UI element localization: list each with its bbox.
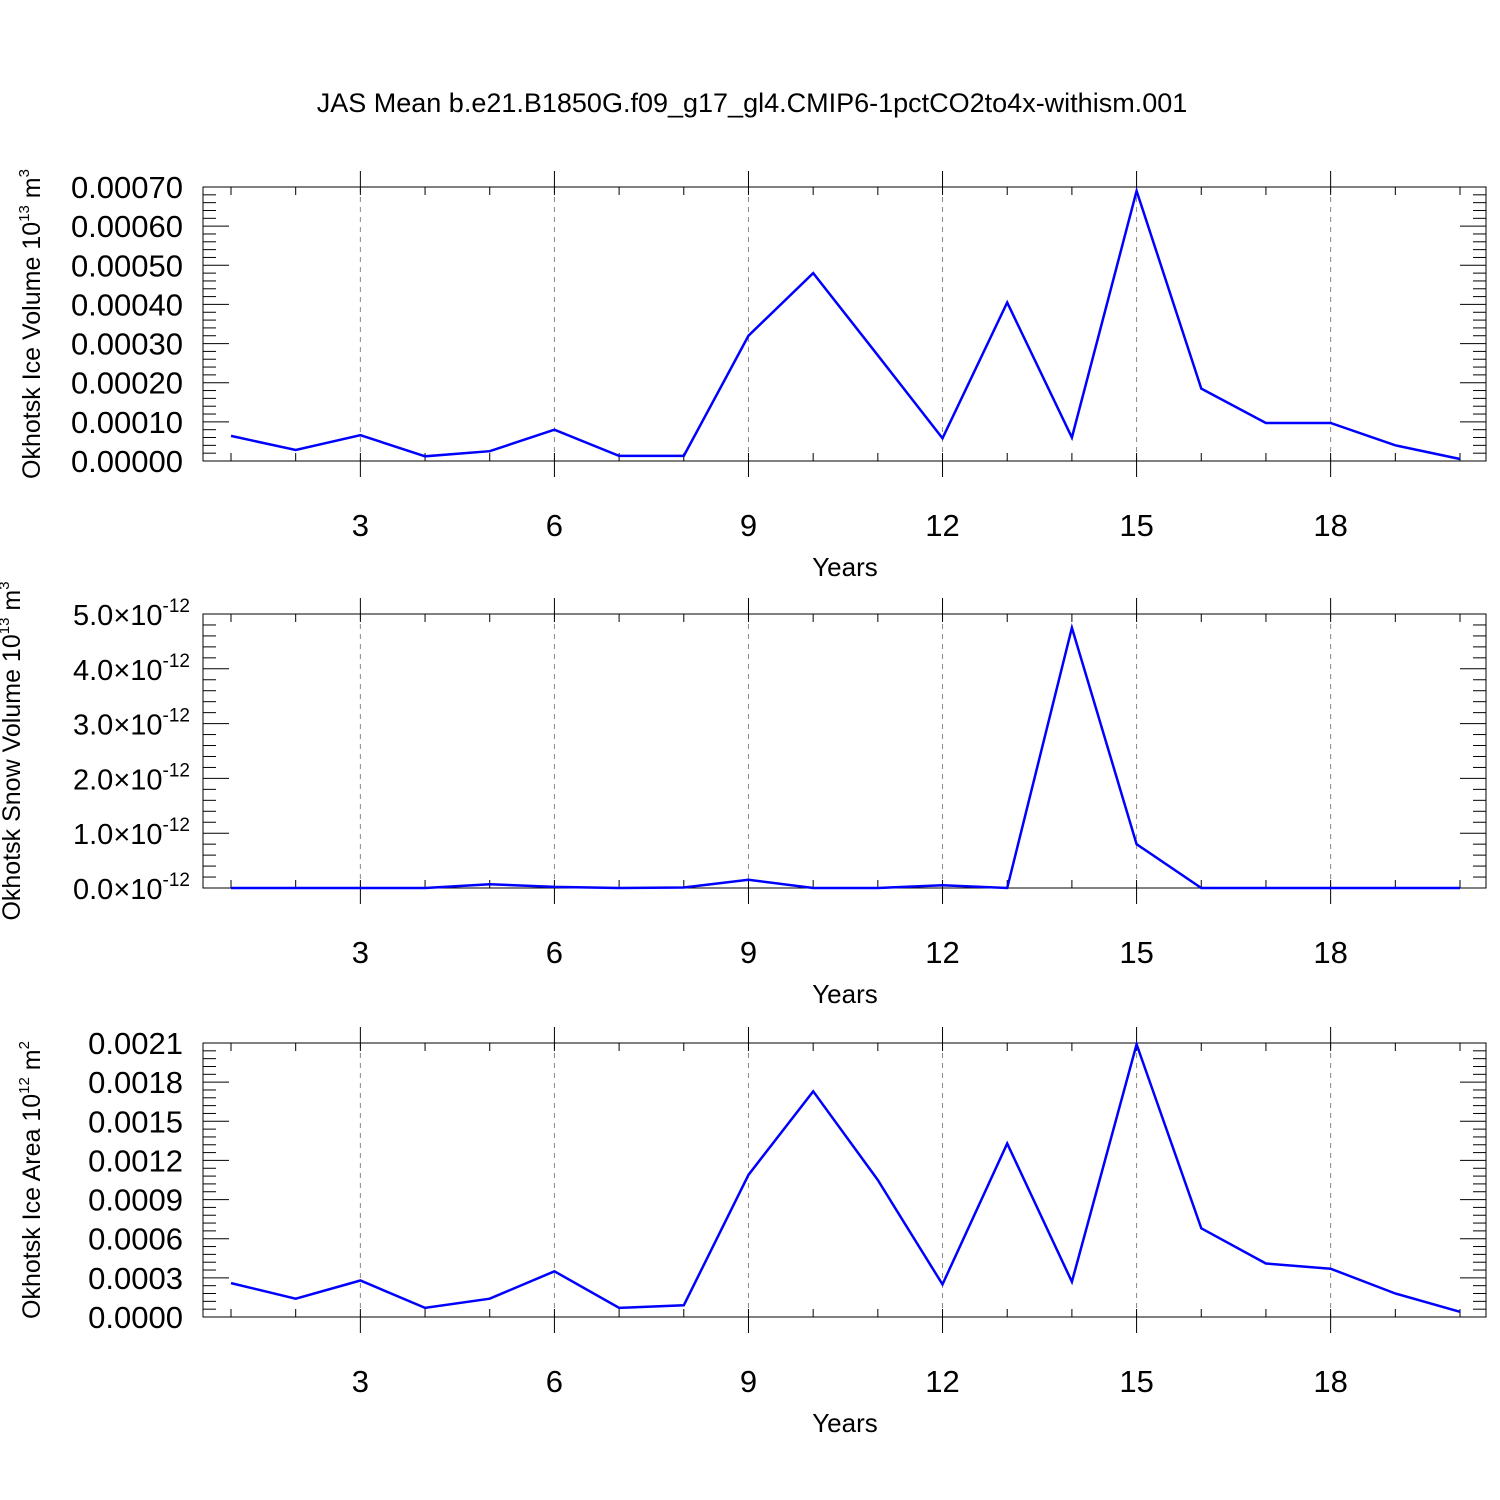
x-axis-label: Years [812, 1408, 878, 1438]
y-tick-label: 0.00030 [71, 327, 183, 362]
y-tick-label: 4.0×10-12 [73, 651, 190, 687]
y-tick-value: 3.0 [73, 710, 113, 742]
y-tick-exponent: -12 [163, 706, 190, 727]
y-axis-label-unit: m [18, 1049, 46, 1077]
y-tick-label: 0.00060 [71, 209, 183, 244]
y-tick-label: 0.00000 [71, 444, 183, 479]
series-line [230, 186, 1461, 461]
y-tick-value: 5.0 [73, 600, 113, 632]
y-tick-label: 3.0×10-12 [73, 706, 190, 742]
y-tick-exponent: -12 [163, 760, 190, 781]
y-axis-label-unit: m [18, 177, 46, 205]
x-tick-label: 12 [925, 1364, 959, 1399]
y-tick-multiplier: ×10 [113, 874, 162, 906]
x-tick-label: 15 [1119, 508, 1153, 543]
x-axis-label: Years [812, 979, 878, 1009]
y-axis-label-exponent: 13 [0, 618, 13, 635]
x-tick-label: 6 [546, 508, 563, 543]
x-tick-label: 18 [1313, 508, 1347, 543]
y-tick-label: 0.0018 [88, 1065, 183, 1100]
x-tick-label: 6 [546, 935, 563, 970]
x-tick-label: 9 [740, 935, 757, 970]
y-axis-label-exponent: 12 [16, 1077, 33, 1094]
y-tick-multiplier: ×10 [113, 600, 162, 632]
x-tick-label: 9 [740, 1364, 757, 1399]
x-tick-label: 3 [352, 508, 369, 543]
y-tick-label: 0.00020 [71, 366, 183, 401]
y-axis-label-exponent: 13 [16, 205, 33, 222]
y-tick-label: 0.0003 [88, 1261, 183, 1296]
plot-frame [202, 613, 1487, 889]
y-tick-label: 5.0×10-12 [73, 596, 190, 632]
y-axis-label-text: Okhotsk Ice Volume 10 [18, 222, 46, 479]
y-axis-label-unit-exponent: 2 [16, 1041, 33, 1049]
figure-title: JAS Mean b.e21.B1850G.f09_g17_gl4.CMIP6-… [317, 88, 1188, 118]
chart-panel-1: 3 6 9 12 15 18 Years 0.00000 0.00010 0.00020 0.000… [16, 169, 1487, 582]
chart-panel-3: 3 6 9 12 15 18 Years 0.0000 0.0003 0.0006 0.0009 0.… [16, 1026, 1487, 1438]
x-tick-label: 18 [1313, 935, 1347, 970]
y-axis-label: Okhotsk Ice Volume 1013 m3 [16, 169, 46, 479]
y-tick-multiplier: ×10 [113, 819, 162, 851]
y-axis-label-unit: m [0, 590, 26, 618]
x-axis-label: Years [812, 552, 878, 582]
x-tick-label: 12 [925, 508, 959, 543]
y-tick-value: 0.0 [73, 874, 113, 906]
y-tick-value: 1.0 [73, 819, 113, 851]
chart-panel-2: 3 6 9 12 15 18Years0.0×10-121.0×10-122.0×10-1… [0, 581, 1487, 1009]
y-tick-label: 1.0×10-12 [73, 815, 190, 851]
y-tick-exponent: -12 [163, 870, 190, 891]
x-tick-label: 3 [352, 935, 369, 970]
panels: 3 6 9 12 15 18 Years 0.00000 0.00010 0.00020 0.000… [0, 169, 1487, 1438]
y-axis-label-text: Okhotsk Ice Area 10 [18, 1094, 46, 1319]
y-tick-exponent: -12 [163, 651, 190, 672]
y-tick-label: 0.0021 [88, 1026, 183, 1061]
series-line [231, 622, 1460, 890]
y-tick-exponent: -12 [163, 815, 190, 836]
series-line [230, 1040, 1461, 1314]
y-tick-value: 2.0 [73, 764, 113, 796]
y-tick-label: 0.00010 [71, 405, 183, 440]
y-tick-multiplier: ×10 [113, 764, 162, 796]
x-tick-label: 9 [740, 508, 757, 543]
x-tick-label: 15 [1119, 935, 1153, 970]
y-tick-label: 2.0×10-12 [73, 760, 190, 796]
x-tick-label: 15 [1119, 1364, 1153, 1399]
y-axis-label-unit-exponent: 3 [16, 169, 33, 177]
y-tick-label: 0.0×10-12 [73, 870, 190, 906]
y-tick-label: 0.0015 [88, 1104, 183, 1139]
x-tick-label: 6 [546, 1364, 563, 1399]
y-tick-multiplier: ×10 [113, 655, 162, 687]
y-axis-label-text: Okhotsk Snow Volume 10 [0, 634, 26, 920]
plot-frame [202, 186, 1487, 462]
y-tick-label: 0.0000 [88, 1300, 183, 1335]
y-tick-label: 0.00070 [71, 170, 183, 205]
y-axis-label: Okhotsk Ice Area 1012 m2 [16, 1041, 46, 1319]
y-tick-exponent: -12 [163, 596, 190, 617]
plot-frame [202, 1042, 1487, 1318]
x-tick-label: 3 [352, 1364, 369, 1399]
y-tick-value: 4.0 [73, 655, 113, 687]
y-tick-label: 0.0009 [88, 1183, 183, 1218]
y-tick-label: 0.00050 [71, 248, 183, 283]
y-tick-label: 0.00040 [71, 287, 183, 322]
x-tick-label: 12 [925, 935, 959, 970]
y-tick-multiplier: ×10 [113, 710, 162, 742]
x-tick-label: 18 [1313, 1364, 1347, 1399]
y-tick-label: 0.0012 [88, 1143, 183, 1178]
y-axis-label: Okhotsk Snow Volume 1013 m3 [0, 581, 26, 920]
y-tick-label: 0.0006 [88, 1222, 183, 1257]
y-axis-label-unit-exponent: 3 [0, 581, 13, 589]
